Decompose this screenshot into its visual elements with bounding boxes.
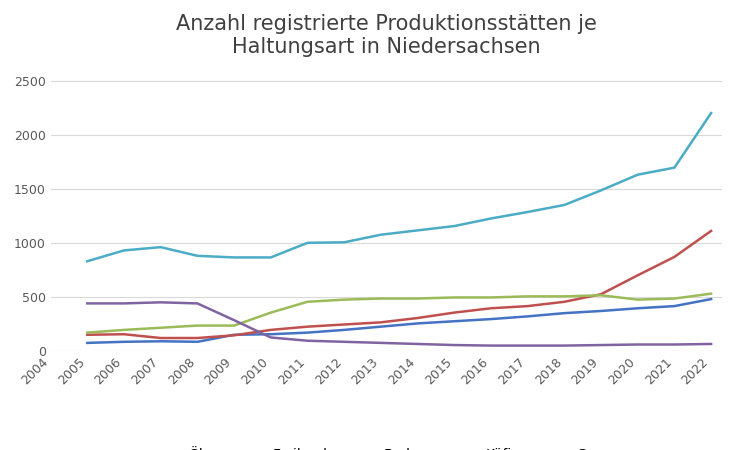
- Öko: [230, 332, 238, 338]
- Freiland: [413, 315, 422, 321]
- Freiland: [560, 299, 569, 305]
- Öko: [340, 327, 349, 333]
- Freiland: [707, 228, 715, 234]
- Boden: [597, 292, 606, 298]
- Freiland: [119, 332, 128, 337]
- Boden: [230, 323, 238, 328]
- Öko: [707, 297, 715, 302]
- Summe: [83, 258, 92, 264]
- Title: Anzahl registrierte Produktionsstätten je
Haltungsart in Niedersachsen: Anzahl registrierte Produktionsstätten j…: [176, 14, 597, 57]
- Boden: [119, 327, 128, 333]
- Summe: [523, 209, 532, 215]
- Freiland: [156, 335, 165, 341]
- Line: Öko: Öko: [88, 299, 711, 343]
- Käfig: [597, 342, 606, 348]
- Line: Freiland: Freiland: [88, 231, 711, 338]
- Freiland: [633, 273, 642, 278]
- Boden: [707, 291, 715, 297]
- Käfig: [193, 301, 202, 306]
- Käfig: [633, 342, 642, 347]
- Käfig: [230, 317, 238, 323]
- Summe: [633, 172, 642, 177]
- Freiland: [266, 327, 275, 333]
- Käfig: [707, 341, 715, 346]
- Öko: [670, 303, 679, 309]
- Freiland: [193, 335, 202, 341]
- Freiland: [486, 306, 495, 311]
- Käfig: [486, 343, 495, 348]
- Freiland: [83, 332, 92, 338]
- Öko: [193, 339, 202, 345]
- Boden: [670, 296, 679, 301]
- Käfig: [156, 300, 165, 305]
- Käfig: [523, 343, 532, 348]
- Summe: [340, 239, 349, 245]
- Summe: [156, 244, 165, 250]
- Summe: [193, 253, 202, 258]
- Summe: [376, 232, 385, 238]
- Summe: [450, 223, 459, 229]
- Boden: [83, 330, 92, 335]
- Boden: [376, 296, 385, 301]
- Boden: [340, 297, 349, 302]
- Freiland: [450, 310, 459, 315]
- Öko: [376, 324, 385, 329]
- Summe: [413, 228, 422, 233]
- Freiland: [230, 333, 238, 338]
- Freiland: [597, 292, 606, 297]
- Summe: [230, 255, 238, 260]
- Käfig: [83, 301, 92, 306]
- Summe: [486, 216, 495, 221]
- Käfig: [450, 342, 459, 348]
- Freiland: [340, 322, 349, 327]
- Boden: [266, 310, 275, 315]
- Boden: [560, 294, 569, 299]
- Summe: [707, 110, 715, 116]
- Line: Käfig: Käfig: [88, 302, 711, 346]
- Käfig: [670, 342, 679, 347]
- Öko: [560, 310, 569, 316]
- Line: Boden: Boden: [88, 294, 711, 333]
- Käfig: [303, 338, 312, 343]
- Öko: [303, 330, 312, 335]
- Boden: [523, 294, 532, 299]
- Summe: [560, 202, 569, 207]
- Freiland: [303, 324, 312, 329]
- Käfig: [119, 301, 128, 306]
- Freiland: [523, 303, 532, 309]
- Summe: [119, 248, 128, 253]
- Öko: [119, 339, 128, 345]
- Käfig: [560, 343, 569, 348]
- Boden: [193, 323, 202, 328]
- Freiland: [670, 254, 679, 260]
- Boden: [633, 297, 642, 302]
- Käfig: [376, 340, 385, 346]
- Boden: [486, 295, 495, 300]
- Käfig: [340, 339, 349, 345]
- Line: Summe: Summe: [88, 113, 711, 261]
- Öko: [156, 338, 165, 344]
- Boden: [413, 296, 422, 301]
- Summe: [670, 165, 679, 171]
- Boden: [450, 295, 459, 300]
- Käfig: [266, 335, 275, 340]
- Öko: [266, 332, 275, 337]
- Öko: [523, 314, 532, 319]
- Boden: [303, 299, 312, 305]
- Öko: [597, 308, 606, 314]
- Käfig: [413, 341, 422, 346]
- Öko: [633, 306, 642, 311]
- Legend: Öko, Freiland, Boden, Käfig, Summe: Öko, Freiland, Boden, Käfig, Summe: [142, 448, 630, 450]
- Öko: [450, 319, 459, 324]
- Summe: [303, 240, 312, 246]
- Öko: [486, 316, 495, 322]
- Summe: [597, 188, 606, 193]
- Freiland: [376, 320, 385, 325]
- Öko: [413, 321, 422, 326]
- Summe: [266, 255, 275, 260]
- Boden: [156, 325, 165, 330]
- Öko: [83, 340, 92, 346]
